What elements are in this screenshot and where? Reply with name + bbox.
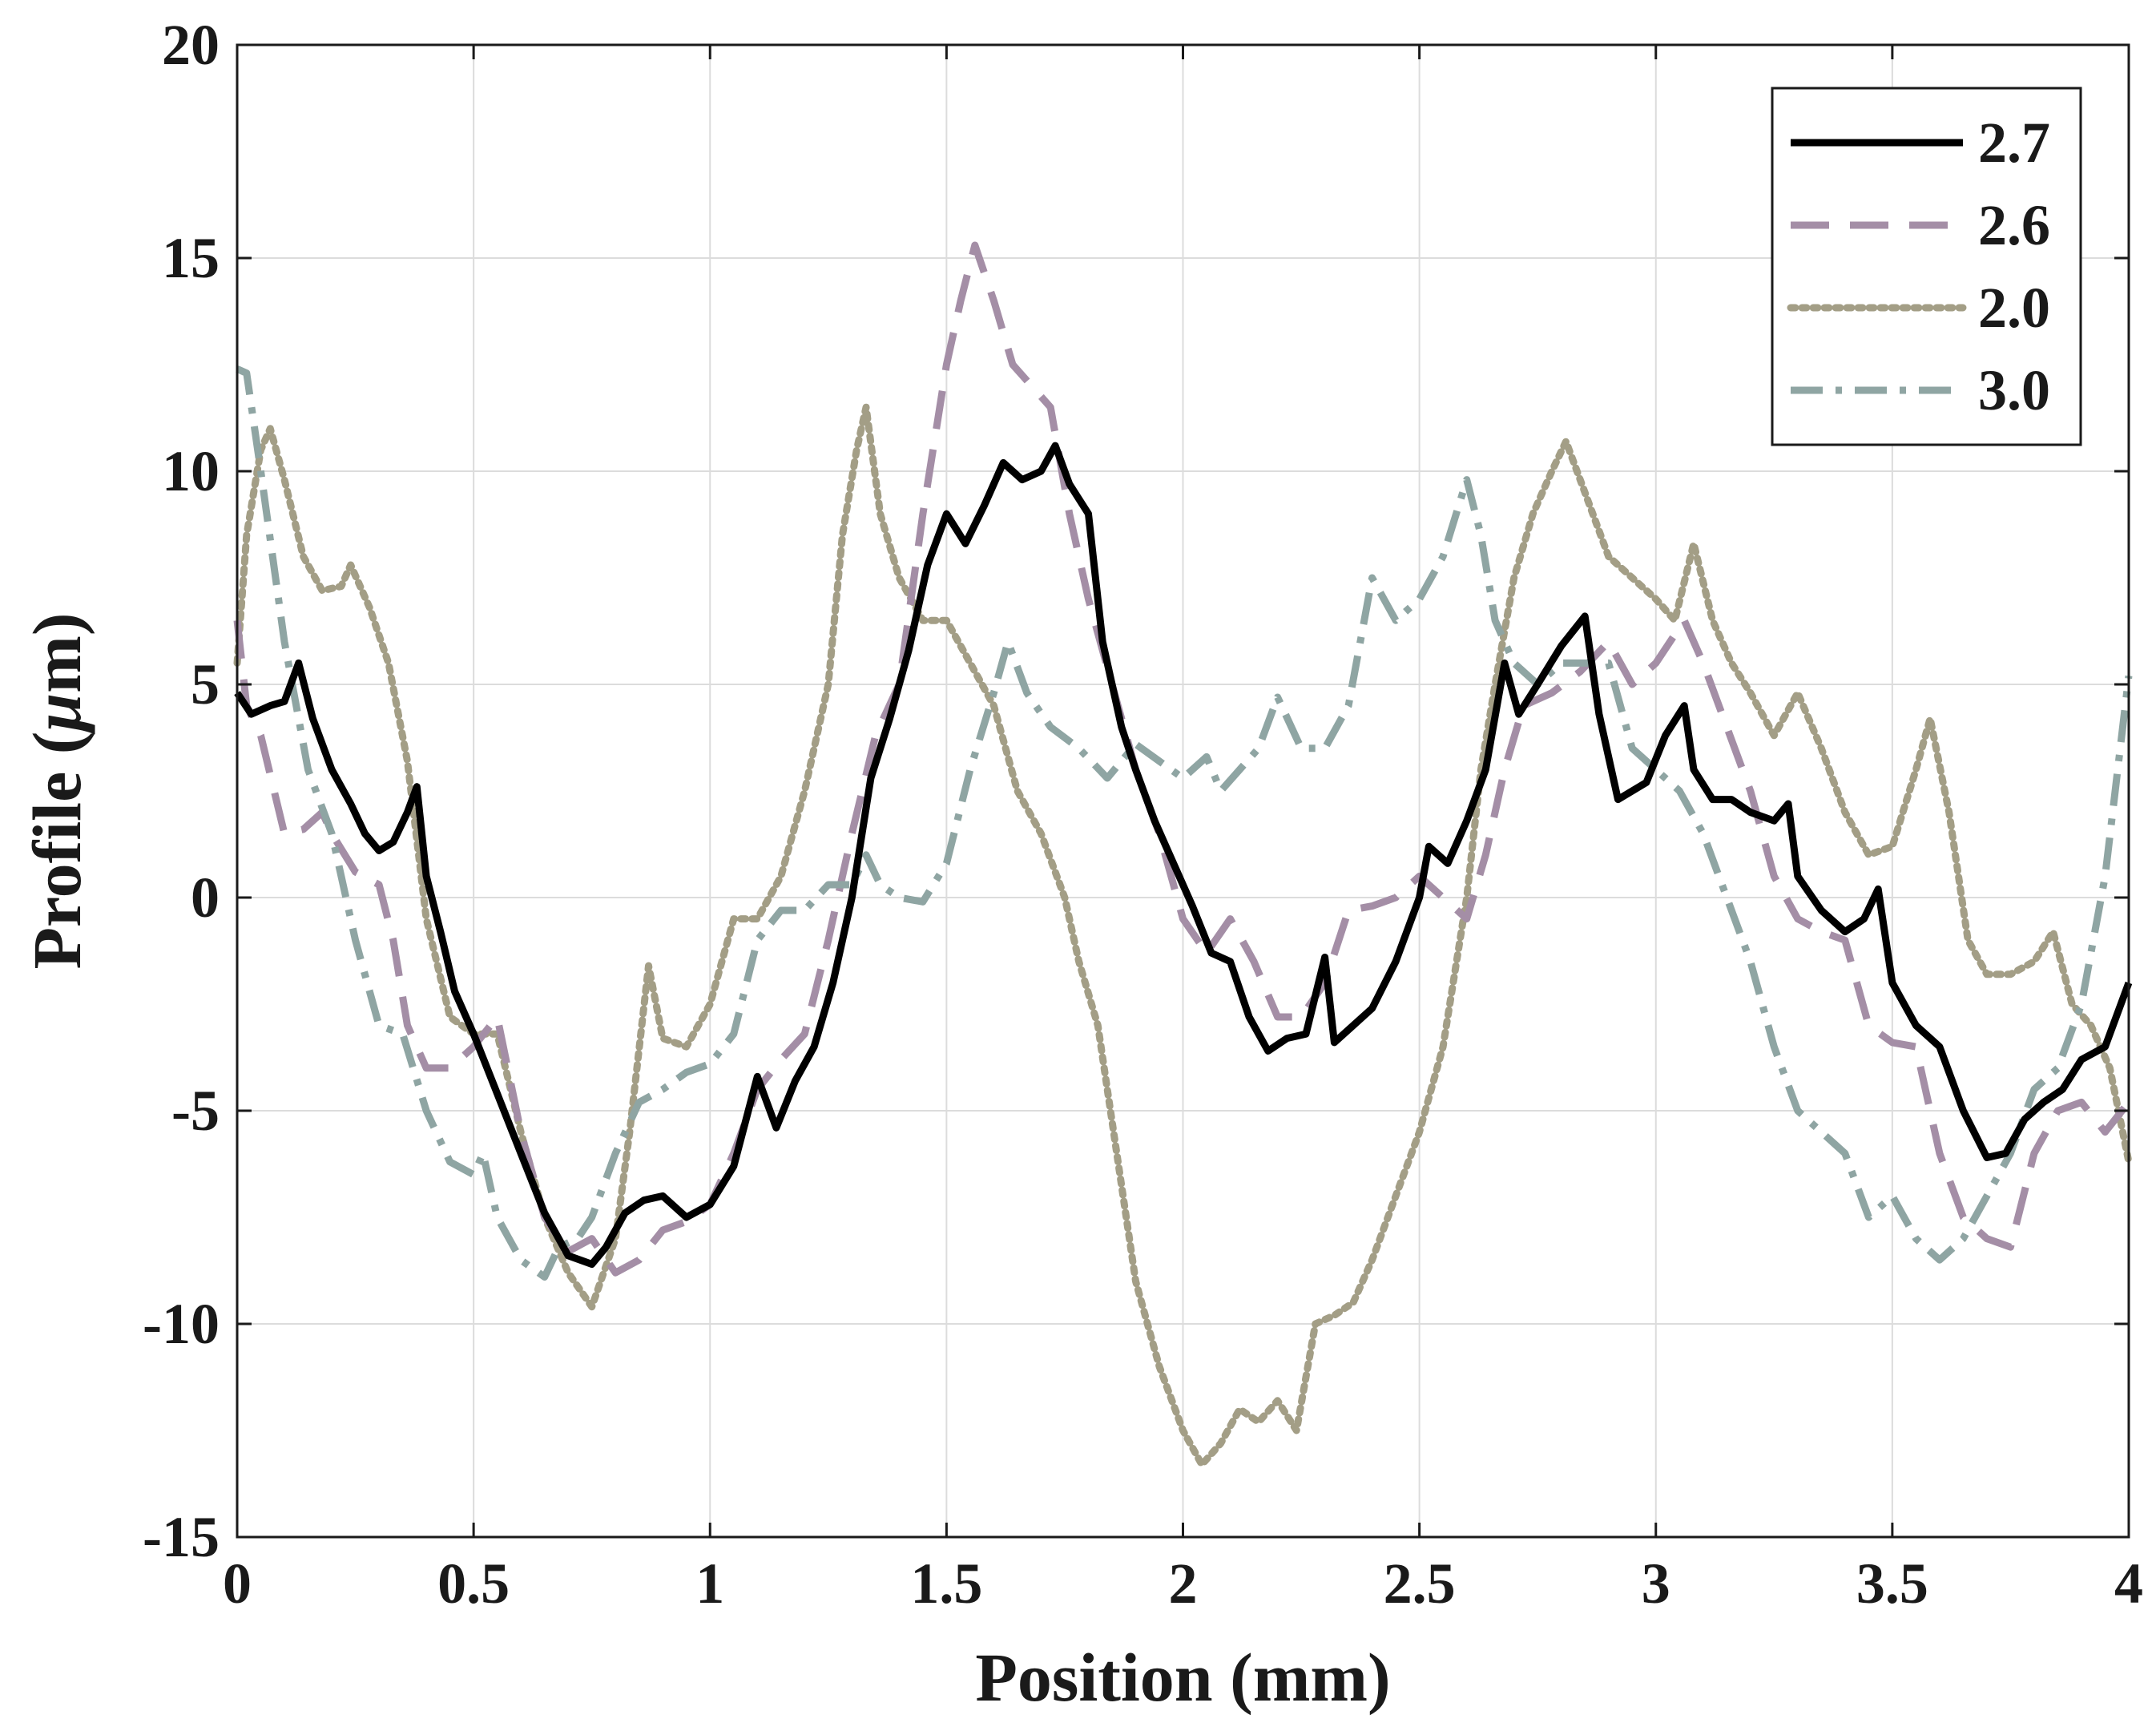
x-tick-label: 0 (223, 1551, 252, 1616)
y-tick-label: 15 (162, 226, 220, 290)
y-axis-title-prefix: Profile ( (18, 732, 95, 970)
x-tick-label: 0.5 (437, 1551, 510, 1616)
legend-label-2-6: 2.6 (1978, 193, 2050, 257)
y-tick-label: -5 (171, 1079, 220, 1143)
legend-label-3-0: 3.0 (1978, 358, 2050, 422)
series-line-2-7 (234, 442, 2133, 1268)
x-tick-label: 3 (1642, 1551, 1670, 1616)
series-line-3-0 (236, 365, 2133, 1281)
x-tick-label: 1.5 (910, 1551, 982, 1616)
axis-ticks: 0 0.5 1 1.5 2 2.5 3 3.5 4 -15 -10 -5 0 5 10 15 20 (143, 13, 2143, 1616)
y-tick-label: 5 (191, 652, 220, 716)
y-tick-label: 10 (162, 439, 220, 503)
y-tick-label: 20 (162, 13, 220, 77)
x-tick-label: 1 (695, 1551, 724, 1616)
y-tick-label: -10 (143, 1292, 220, 1356)
legend-label-2-0: 2.0 (1978, 276, 2050, 340)
legend-label-2-7: 2.7 (1978, 111, 2050, 175)
x-axis-title: Position (mm) (975, 1639, 1390, 1716)
x-tick-label: 4 (2114, 1551, 2143, 1616)
y-tick-label: 0 (191, 865, 220, 930)
y-axis-title-symbol: μ (18, 693, 95, 735)
x-tick-label: 3.5 (1856, 1551, 1928, 1616)
legend-box (1771, 87, 2082, 446)
legend-entries: 2.7 2.6 2.0 3.0 (1787, 111, 2050, 422)
x-tick-label: 2.5 (1384, 1551, 1456, 1616)
y-tick-label: -15 (143, 1505, 220, 1569)
x-tick-label: 2 (1169, 1551, 1198, 1616)
legend: 2.7 2.6 2.0 3.0 (1771, 87, 2082, 446)
y-axis-title-suffix: m) (18, 612, 95, 692)
series-lines (233, 241, 2133, 1469)
y-axis-title: Profile (μm) (18, 612, 95, 969)
series-line-2-6 (233, 241, 2132, 1277)
